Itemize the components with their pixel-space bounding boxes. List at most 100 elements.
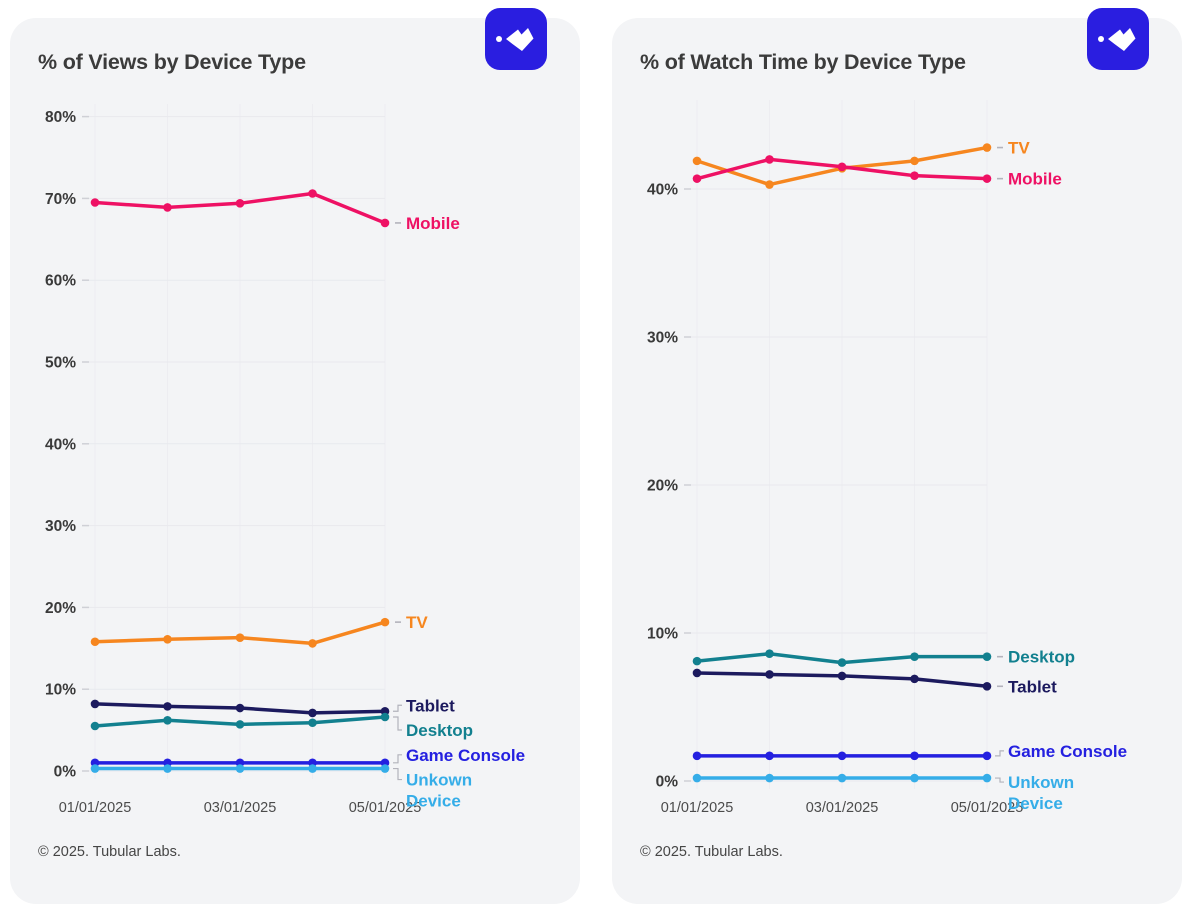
data-point [982,143,992,152]
y-tick-label: 20% [647,478,678,495]
x-tick-label: 01/01/2025 [59,800,132,816]
data-point [163,702,172,711]
data-point [308,718,317,728]
label-connector [995,777,1004,783]
data-point [692,751,702,761]
data-point [692,668,702,678]
paper-plane-icon [496,28,534,51]
data-point [235,199,245,208]
data-point [235,764,245,773]
y-tick-label: 30% [647,330,678,347]
x-tick-label: 03/01/2025 [204,800,277,816]
label-connector [393,716,402,731]
data-point [90,764,100,773]
watch-time-chart-card: % of Watch Time by Device Type 0% 10% 20% 3… [612,8,1182,904]
label-connector [393,704,402,712]
data-point [380,764,390,773]
data-point [692,156,702,166]
series-label: Tablet [1008,677,1057,696]
page-title: % of Watch Time by Device Type [640,50,966,74]
y-tick-label: 70% [45,191,76,208]
data-point [692,174,702,183]
data-point [837,773,847,783]
copyright-text: © 2025. Tubular Labs. [640,844,783,860]
data-point [982,751,992,761]
series-label: Game Console [1008,742,1127,761]
data-point [910,156,919,166]
series-label: Desktop [1008,648,1075,667]
data-point [163,764,172,773]
label-connector [393,767,402,781]
series-label: TV [1008,139,1030,158]
x-tick-label: 01/01/2025 [661,800,734,816]
y-tick-label: 20% [45,600,76,617]
label-connector [393,754,402,764]
data-point [235,633,245,642]
data-point [910,751,919,761]
series-label: Mobile [1008,170,1062,189]
data-point [163,203,172,212]
y-tick-label: 10% [45,682,76,699]
y-tick-label: 40% [45,436,76,453]
data-point [837,671,847,681]
data-point [837,162,847,172]
data-point [982,652,992,661]
series-label: Mobile [406,214,460,233]
data-point [982,681,992,691]
series-label: TV [406,613,428,632]
y-tick-label: 40% [647,182,678,199]
views-line-chart: 0% 10% 20% 30% 40% 50% 60% 70% 80% 01/01/2025 03/0… [45,104,525,816]
data-point [692,773,702,783]
y-tick-label: 0% [656,774,679,791]
data-point [380,617,390,627]
data-point [90,198,100,207]
data-point [90,721,100,731]
series-label: Unkown Device [406,771,472,811]
views-chart-card: % of Views by Device Type 0% 10% 20% 30% 40%… [10,8,580,904]
data-point [765,180,774,189]
y-tick-label: 50% [45,355,76,372]
data-point [308,639,317,648]
data-point [765,155,774,164]
page-title: % of Views by Device Type [38,50,306,74]
data-point [765,773,774,783]
x-tick-label: 05/01/2025 [951,800,1024,816]
data-point [308,708,317,718]
data-point [910,652,919,661]
y-tick-label: 60% [45,273,76,290]
x-tick-label: 05/01/2025 [349,800,422,816]
watch-time-line-chart: 0% 10% 20% 30% 40% 01/01/2025 03/01/2025 05/01/… [647,100,1127,816]
data-point [982,773,992,783]
data-point [380,712,390,722]
y-tick-label: 0% [54,764,77,781]
series-label: Desktop [406,721,473,740]
data-point [837,658,847,667]
data-point [910,773,919,783]
tubular-labs-logo [1087,8,1149,70]
data-point [765,751,774,761]
data-point [235,703,245,713]
data-point [765,670,774,679]
data-point [235,720,245,729]
data-point [765,649,774,659]
y-tick-label: 10% [647,626,678,643]
series-label: Game Console [406,746,525,765]
series-label: Unkown Device [1008,773,1074,813]
data-point [163,715,172,725]
data-point [380,218,390,228]
data-point [910,171,919,180]
data-point [692,656,702,666]
tubular-labs-logo [485,8,547,70]
y-tick-label: 30% [45,518,76,535]
series-label: Tablet [406,696,455,715]
data-point [308,764,317,773]
data-point [308,189,317,198]
data-point [163,635,172,644]
y-tick-label: 80% [45,109,76,126]
paper-plane-icon [1098,28,1136,51]
data-point [837,751,847,761]
x-tick-label: 03/01/2025 [806,800,879,816]
data-point [910,674,919,684]
label-connector [995,750,1004,757]
data-point [982,174,992,183]
